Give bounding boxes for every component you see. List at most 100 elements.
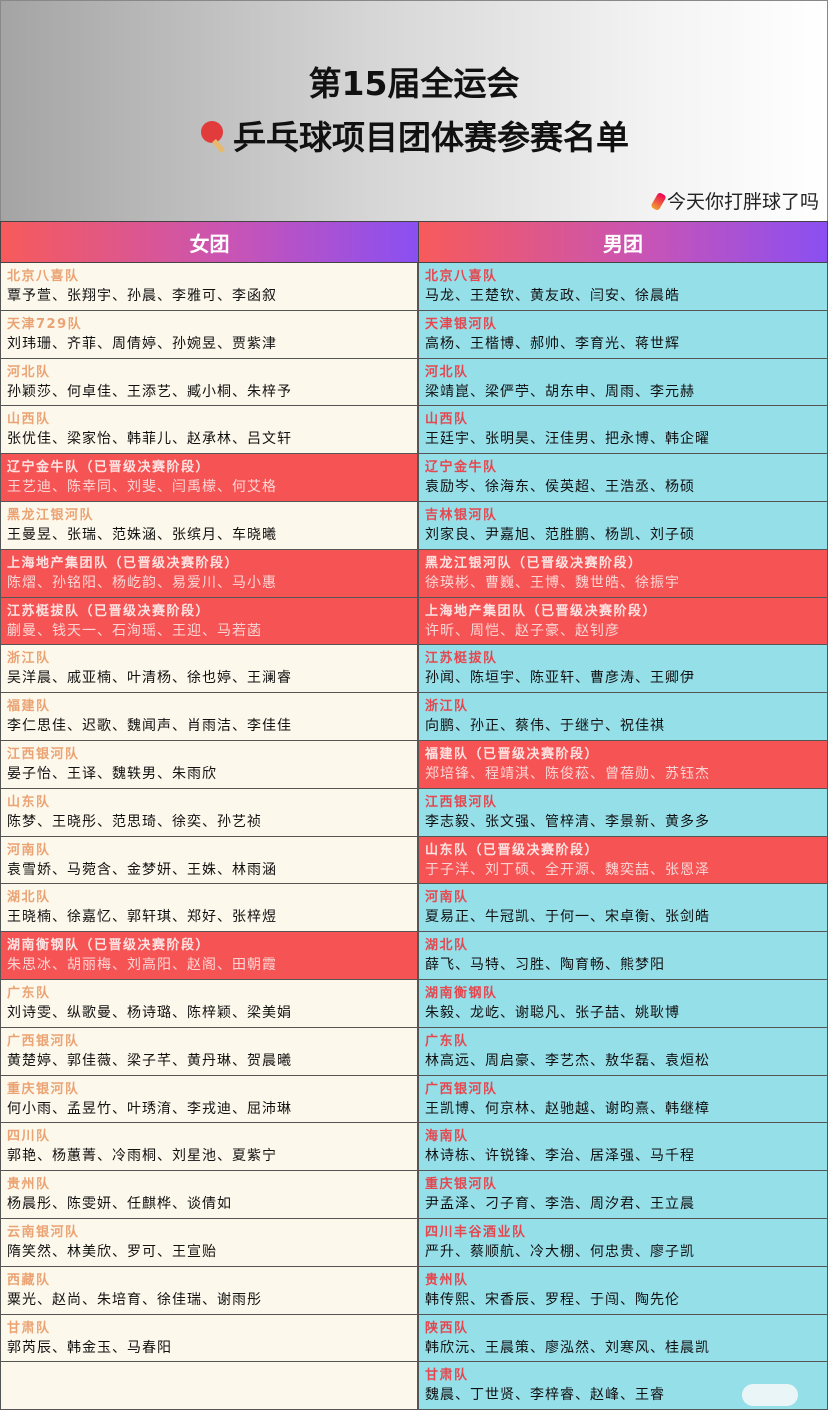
team-name: 河南队 [7,842,51,858]
women-team-cell: 贵州队 杨晨彤、陈雯妍、任麒桦、谈倩如 [0,1171,418,1219]
men-team-cell: 辽宁金牛队 袁励岑、徐海东、侯英超、王浩丞、杨硕 [418,454,828,502]
table-row: 山西队 张优佳、梁家怡、韩菲儿、赵承林、吕文轩 山西队 王廷宇、张明昊、汪佳男、把永博… [0,406,828,455]
player-list: 梁靖崑、梁俨苧、胡东申、周雨、李元赫 [425,383,695,400]
team-name: 贵州队 [425,1272,469,1288]
team-name: 湖北队 [425,938,469,954]
women-team-cell: 广东队 刘诗雯、纵歌曼、杨诗璐、陈梓颖、梁美娟 [0,979,418,1028]
player-list: 覃予萱、张翔宇、孙晨、李雅可、李函叙 [7,288,277,304]
team-name: 上海地产集团队（已晋级决赛阶段） [7,555,240,571]
table-row: 湖北队 王晓楠、徐嘉忆、郭轩琪、郑好、张梓煜 河南队 夏易正、牛冠凯、于何一、宋卓衡、… [0,884,828,933]
team-name: 河南队 [425,890,469,906]
team-name: 河北队 [425,364,469,380]
team-name: 湖南衡钢队 [425,985,498,1001]
player-list: 高杨、王楷博、郝帅、李育光、蒋世辉 [425,335,680,352]
player-list: 郭艳、杨蕙菁、冷雨桐、刘星池、夏紫宁 [7,1148,277,1165]
team-name: 辽宁金牛队 [425,460,498,476]
men-team-cell: 四川丰谷酒业队严升、蔡顺航、冷大棚、何忠贵、廖子凯 [418,1218,828,1267]
women-team-cell: 北京八喜队覃予萱、张翔宇、孙晨、李雅可、李函叙 [0,263,418,311]
team-name: 山东队 [7,794,51,810]
men-team-cell: 福建队（已晋级决赛阶段） 郑培锋、程靖淇、陈俊菘、曾蓓勋、苏钰杰 [418,740,828,789]
table-row: 辽宁金牛队（已晋级决赛阶段） 王艺迪、陈幸同、刘斐、闫禹檬、何艾格 辽宁金牛队 袁励岑… [0,454,828,502]
player-list: 郑培锋、程靖淇、陈俊菘、曾蓓勋、苏钰杰 [425,765,710,782]
table-row: 山东队 陈梦、王晓彤、范思琦、徐奕、孙艺祯 江西银河队 李志毅、张文强、管梓清、李景新… [0,788,828,837]
team-name: 山东队（已晋级决赛阶段） [425,842,600,858]
player-list: 严升、蔡顺航、冷大棚、何忠贵、廖子凯 [425,1243,695,1260]
player-list: 杨晨彤、陈雯妍、任麒桦、谈倩如 [7,1196,232,1213]
team-name: 陕西队 [425,1320,469,1336]
table-row: 湖南衡钢队（已晋级决赛阶段） 朱思冰、胡丽梅、刘高阳、赵阁、田朝霞 湖北队薛飞、马特… [0,932,828,980]
player-list: 郭芮辰、韩金玉、马春阳 [7,1339,172,1356]
player-list: 王晓楠、徐嘉忆、郭轩琪、郑好、张梓煜 [7,909,277,926]
women-team-cell: 云南银河队 隋笑然、林美欣、罗可、王宣贻 [0,1218,418,1267]
men-team-cell: 山东队（已晋级决赛阶段） 于子洋、刘丁硕、全开源、魏奕喆、张恩泽 [418,836,828,885]
player-list: 魏晨、丁世贤、李梓睿、赵峰、王睿 [425,1387,665,1404]
team-name: 江西银河队 [7,746,80,762]
women-team-cell: 浙江队 吴洋晨、戚亚楠、叶清杨、徐也婷、王澜睿 [0,645,418,694]
team-name: 浙江队 [425,699,469,715]
team-name: 四川队 [7,1129,51,1145]
men-team-cell: 贵州队 韩传熙、宋香辰、罗程、于闯、陶先伦 [418,1266,828,1315]
table-row: 河南队 袁雪娇、马菀含、金梦妍、王姝、林雨涵 山东队（已晋级决赛阶段） 于子洋、刘丁硕… [0,836,828,885]
men-team-cell: 湖北队薛飞、马特、习胜、陶育畅、熊梦阳 [418,932,828,980]
team-name: 天津729队 [7,316,83,332]
men-team-cell: 黑龙江银河队（已晋级决赛阶段） 徐瑛彬、曹巍、王博、魏世皓、徐振宇 [418,549,828,598]
women-team-cell: 江苏梃拔队（已晋级决赛阶段） 蒯曼、钱天一、石洵瑶、王迎、马若菡 [0,597,418,646]
team-name: 海南队 [425,1129,469,1145]
team-name: 黑龙江银河队 [7,507,95,523]
table-row: 广东队 刘诗雯、纵歌曼、杨诗璐、陈梓颖、梁美娟 湖南衡钢队 朱毅、龙屹、谢聪凡、张子喆… [0,979,828,1028]
player-list: 林高远、周启豪、李艺杰、敖华磊、袁烜松 [425,1052,710,1069]
men-team-cell: 浙江队 向鹏、孙正、蔡伟、于继宁、祝佳祺 [418,693,828,741]
player-list: 薛飞、马特、习胜、陶育畅、熊梦阳 [425,957,665,974]
player-list: 林诗栋、许锐锋、李治、居泽强、马千程 [425,1148,695,1165]
table-row: 浙江队 吴洋晨、戚亚楠、叶清杨、徐也婷、王澜睿 江苏梃拔队 孙闻、陈垣宇、陈亚轩、曹彦… [0,645,828,694]
team-name: 广东队 [7,985,51,1001]
firecracker-icon [650,191,667,212]
team-name: 甘肃队 [7,1320,51,1336]
table-row: 北京八喜队 覃予萱、张翔宇、孙晨、李雅可、李函叙 北京八喜队 马龙、王楚钦、黄友政、闫… [0,263,828,311]
women-team-cell: 湖南衡钢队（已晋级决赛阶段） 朱思冰、胡丽梅、刘高阳、赵阁、田朝霞 [0,932,418,980]
player-list: 吴洋晨、戚亚楠、叶清杨、徐也婷、王澜睿 [7,670,292,687]
women-team-cell: 广西银河队 黄楚婷、郭佳薇、梁子芊、黄丹琳、贺晨曦 [0,1027,418,1076]
women-team-cell: 四川队郭艳、杨蕙菁、冷雨桐、刘星池、夏紫宁 [0,1123,418,1172]
player-list: 刘家良、尹嘉旭、范胜鹏、杨凯、刘子硕 [425,526,695,543]
table-row: 甘肃队 魏晨、丁世贤、李梓睿、赵峰、王睿 [0,1362,828,1410]
player-list: 何小雨、孟昱竹、叶琇淯、李戎迪、屈沛琳 [7,1100,292,1117]
table-row: 广西银河队 黄楚婷、郭佳薇、梁子芊、黄丹琳、贺晨曦 广东队林高远、周启豪、李艺杰、敖… [0,1027,828,1076]
women-team-cell: 山西队 张优佳、梁家怡、韩菲儿、赵承林、吕文轩 [0,406,418,455]
men-team-cell: 广西银河队 王凯博、何京林、赵驰越、谢昀熹、韩继樟 [418,1075,828,1124]
player-list: 粟光、赵尚、朱培育、徐佳瑞、谢雨彤 [7,1291,262,1308]
women-team-cell: 甘肃队郭芮辰、韩金玉、马春阳 [0,1314,418,1363]
women-team-cell: 湖北队 王晓楠、徐嘉忆、郭轩琪、郑好、张梓煜 [0,884,418,933]
team-name: 广东队 [425,1033,469,1049]
roster-table: 北京八喜队 覃予萱、张翔宇、孙晨、李雅可、李函叙 北京八喜队 马龙、王楚钦、黄友政、闫… [0,263,828,1410]
women-team-cell: 上海地产集团队（已晋级决赛阶段） 陈熠、孙铭阳、杨屹韵、易爱川、马小惠 [0,549,418,598]
team-name: 北京八喜队 [425,269,498,284]
women-team-cell: 黑龙江银河队王曼昱、张瑞、范姝涵、张缤月、车晓曦 [0,501,418,550]
team-name: 江苏梃拔队 [425,651,498,667]
men-team-cell: 重庆银河队 尹孟泽、刁子育、李浩、周汐君、王立晨 [418,1171,828,1219]
men-team-cell: 吉林银河队 刘家良、尹嘉旭、范胜鹏、杨凯、刘子硕 [418,501,828,550]
player-list: 张优佳、梁家怡、韩菲儿、赵承林、吕文轩 [7,431,292,448]
women-team-cell: 重庆银河队何小雨、孟昱竹、叶琇淯、李戎迪、屈沛琳 [0,1075,418,1124]
team-name: 天津银河队 [425,316,498,332]
player-list: 马龙、王楚钦、黄友政、闫安、徐晨皓 [425,288,680,304]
table-row: 甘肃队 郭芮辰、韩金玉、马春阳 陕西队 韩欣沅、王晨策、廖泓然、刘寒风、桂晨凯 [0,1314,828,1363]
player-list: 许昕、周恺、赵子豪、赵钊彦 [425,622,620,639]
men-team-cell: 北京八喜队马龙、王楚钦、黄友政、闫安、徐晨皓 [418,263,828,311]
team-name: 上海地产集团队（已晋级决赛阶段） [425,603,658,619]
women-team-cell: 河南队 袁雪娇、马菀含、金梦妍、王姝、林雨涵 [0,836,418,885]
player-list: 王曼昱、张瑞、范姝涵、张缤月、车晓曦 [7,526,277,543]
men-team-cell: 上海地产集团队（已晋级决赛阶段） 许昕、周恺、赵子豪、赵钊彦 [418,597,828,646]
team-name: 重庆银河队 [7,1081,80,1097]
women-team-cell: 西藏队 粟光、赵尚、朱培育、徐佳瑞、谢雨彤 [0,1266,418,1315]
women-team-cell: 山东队 陈梦、王晓彤、范思琦、徐奕、孙艺祯 [0,788,418,837]
player-list: 朱思冰、胡丽梅、刘高阳、赵阁、田朝霞 [7,957,277,974]
men-team-cell: 江西银河队 李志毅、张文强、管梓清、李景新、黄多多 [418,788,828,837]
men-team-cell: 山西队 王廷宇、张明昊、汪佳男、把永博、韩企曜 [418,406,828,455]
player-list: 孙颖莎、何卓佳、王添艺、臧小桐、朱梓予 [7,383,292,400]
table-row: 四川队 郭艳、杨蕙菁、冷雨桐、刘星池、夏紫宁 海南队 林诗栋、许锐锋、李治、居泽强、马… [0,1123,828,1172]
team-name: 四川丰谷酒业队 [425,1224,527,1240]
team-name: 江苏梃拔队（已晋级决赛阶段） [7,603,211,619]
team-name: 云南银河队 [7,1224,80,1240]
team-name: 北京八喜队 [7,269,80,284]
